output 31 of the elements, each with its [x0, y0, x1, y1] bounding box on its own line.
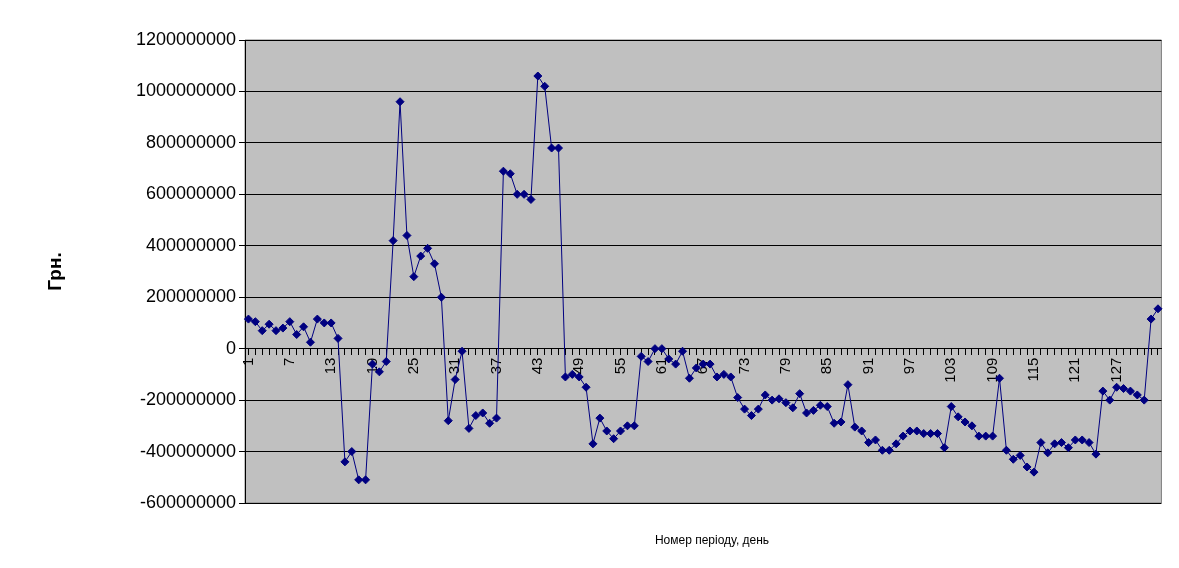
x-tick-label: 61	[652, 357, 670, 375]
x-tick-label: 115	[1024, 357, 1042, 382]
y-tick-label: 600000000	[145, 183, 236, 204]
y-tick-label: -200000000	[139, 389, 236, 410]
x-tick-label: 97	[900, 357, 918, 375]
x-tick-label: 109	[982, 357, 1000, 383]
x-axis-title: Номер періоду, день	[653, 533, 771, 547]
y-axis-title: Грн.	[43, 252, 65, 291]
x-tick-label: 49	[569, 357, 587, 375]
x-tick-label: 91	[858, 357, 876, 375]
x-tick-label: 55	[610, 357, 628, 375]
y-tick-label: -400000000	[139, 440, 236, 461]
x-tick-label: 79	[776, 357, 794, 375]
x-tick-label: 25	[403, 357, 421, 375]
y-tick-label: 0	[225, 337, 236, 358]
x-tick-label: 43	[527, 357, 545, 375]
y-tick-label: 800000000	[145, 131, 236, 152]
x-tick-label: 85	[817, 357, 835, 375]
y-tick-label: -600000000	[139, 491, 236, 512]
x-tick-label: 7	[279, 357, 297, 367]
x-tick-label: 13	[321, 357, 339, 375]
x-tick-label: 121	[1065, 357, 1083, 383]
x-tick-label: 73	[734, 357, 752, 375]
y-tick-label: 1200000000	[135, 28, 236, 49]
y-tick-label: 200000000	[145, 286, 236, 307]
y-tick-label: 400000000	[145, 234, 236, 255]
x-tick-label: 37	[486, 357, 504, 375]
x-tick-label: 103	[941, 357, 959, 383]
y-tick-label: 1000000000	[135, 80, 236, 101]
x-tick-label: 31	[445, 357, 463, 375]
x-tick-label: 127	[1106, 357, 1124, 383]
